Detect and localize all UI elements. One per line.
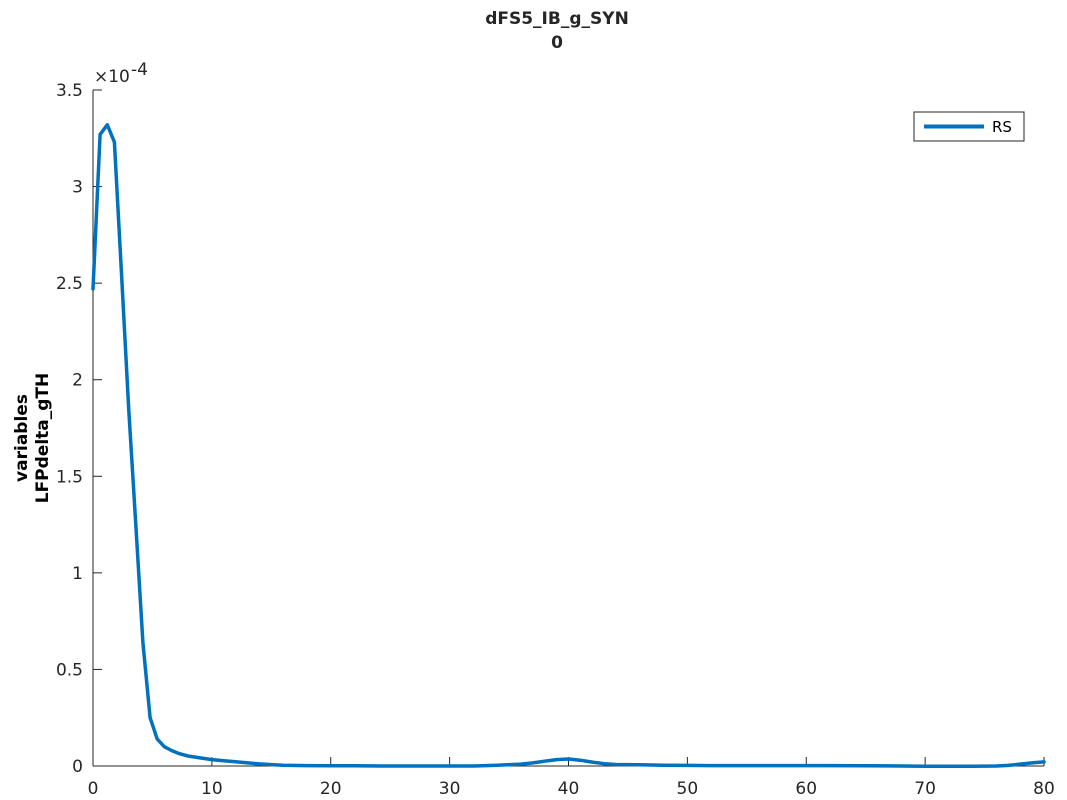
x-tick-label: 40 — [558, 779, 580, 799]
legend-label-rs: RS — [992, 118, 1012, 136]
y-tick-label: 1.5 — [56, 467, 83, 487]
y-tick-label: 2.5 — [56, 274, 83, 294]
series-line-rs — [91, 123, 1046, 768]
x-tick-label: 80 — [1033, 779, 1055, 799]
y-tick-label: 0.5 — [56, 660, 83, 680]
y-tick-label: 0 — [72, 757, 83, 777]
y-exponent-base: ×10 — [94, 67, 130, 87]
axes: 0 10 20 30 40 50 60 70 80 0 0.5 1 1.5 2 2.5 3 3.5 — [56, 81, 1055, 799]
chart-subtitle: 0 — [551, 33, 563, 53]
series-layer — [91, 123, 1046, 768]
y-axis-label-line1: variables — [12, 394, 32, 482]
y-axis-label: variables LFPdelta_gTH — [12, 373, 53, 504]
legend: RS — [913, 111, 1025, 142]
x-tick-label: 20 — [320, 779, 342, 799]
y-tick-label: 3 — [72, 178, 83, 198]
chart-title: dFS5_IB_g_SYN — [485, 9, 629, 29]
y-tick-label: 1 — [72, 564, 83, 584]
y-exponent: ×10 -4 — [94, 60, 148, 87]
y-exponent-power: -4 — [131, 60, 148, 80]
x-tick-label: 50 — [677, 779, 699, 799]
y-axis-label-line2: LFPdelta_gTH — [33, 373, 53, 504]
x-tick-label: 0 — [88, 779, 99, 799]
x-tick-label: 30 — [439, 779, 461, 799]
y-tick-label: 2 — [72, 371, 83, 391]
x-tick-label: 70 — [914, 779, 936, 799]
x-tick-label: 10 — [201, 779, 223, 799]
y-tick-label: 3.5 — [56, 81, 83, 101]
x-tick-label: 60 — [795, 779, 817, 799]
